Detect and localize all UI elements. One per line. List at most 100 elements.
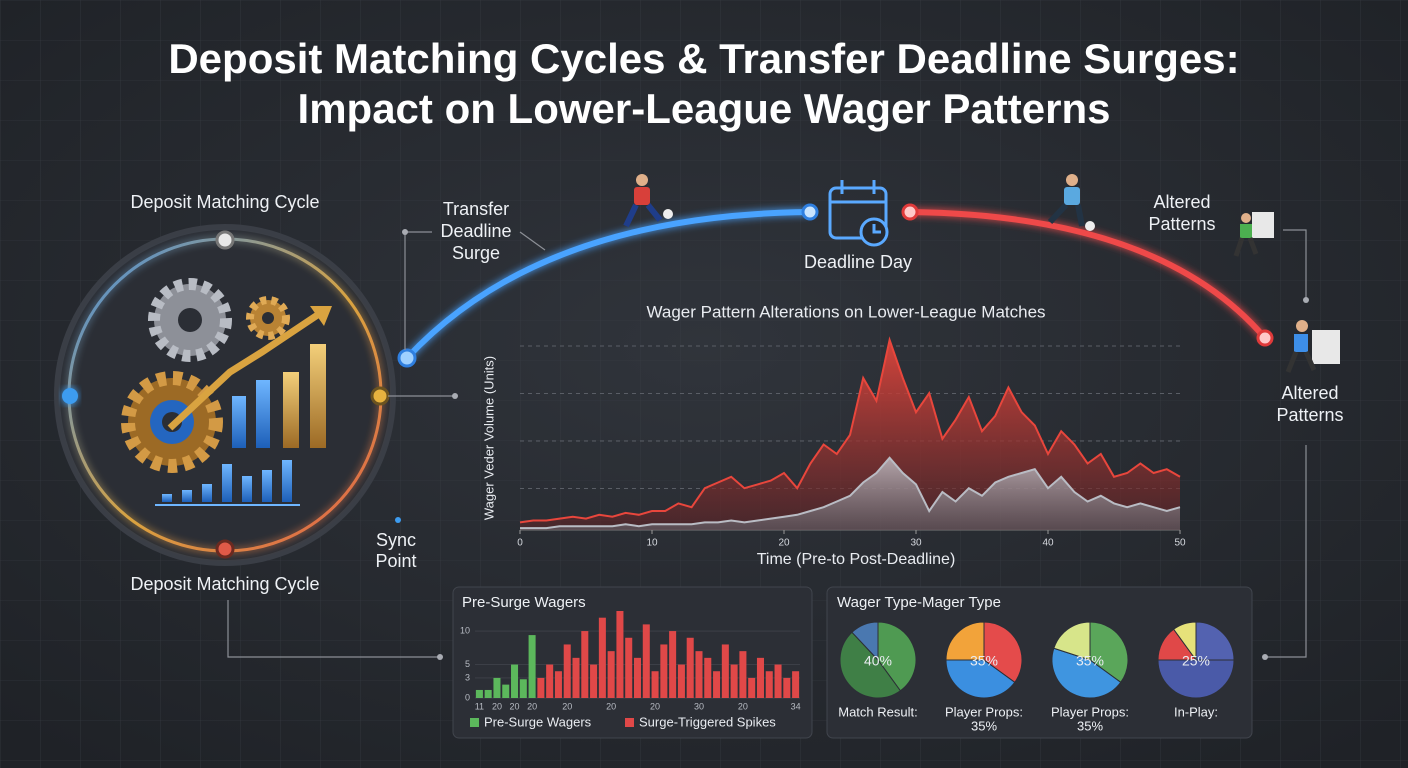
surge-label: Surge <box>452 243 500 263</box>
x-tick-label: 20 <box>527 701 537 711</box>
title: Impact on Lower-League Wager Patterns <box>298 85 1111 132</box>
x-tick-label: 20 <box>650 701 660 711</box>
x-tick-label: 20 <box>738 701 748 711</box>
bar <box>528 635 536 698</box>
x-tick-label: 30 <box>694 701 704 711</box>
bar <box>756 657 764 698</box>
panel-title: Pre-Surge Wagers <box>462 594 586 611</box>
bar <box>502 684 510 698</box>
player-icon <box>623 174 673 228</box>
altered-label: Altered <box>1281 383 1338 403</box>
x-tick-label: 11 <box>475 701 484 711</box>
pie-slice <box>839 631 902 699</box>
bar <box>484 689 492 698</box>
legend-label: Pre-Surge Wagers <box>484 714 592 729</box>
pie-caption: Player Props: <box>945 704 1023 719</box>
pie-slice <box>851 621 879 662</box>
bar <box>651 671 659 698</box>
pie-panel <box>826 586 1253 739</box>
x-tick-label: 20 <box>606 701 616 711</box>
bar <box>660 644 668 698</box>
sync-label: Sync <box>376 530 416 550</box>
pie-slice <box>1172 621 1197 662</box>
title: Deposit Matching Cycles & Transfer Deadl… <box>168 35 1239 82</box>
cycle-label: Deposit Matching Cycle <box>130 192 319 212</box>
cycle-emblem <box>54 224 396 566</box>
x-tick-label: 40 <box>1042 538 1054 549</box>
calendar-icon <box>828 180 889 247</box>
pie-slice <box>1195 621 1235 661</box>
x-tick-label: 34 <box>791 701 801 711</box>
legend-swatch <box>625 718 634 727</box>
x-axis-label: Time (Pre-to Post-Deadline) <box>757 551 956 568</box>
pattern-arc <box>909 209 1268 340</box>
bar <box>792 671 800 698</box>
bar <box>563 644 571 698</box>
bar <box>695 651 703 698</box>
bar <box>590 664 598 698</box>
x-tick-label: 20 <box>562 701 572 711</box>
bar <box>686 637 694 698</box>
bar <box>616 611 624 698</box>
x-tick-label: 50 <box>1174 538 1186 549</box>
area-line <box>520 456 1181 530</box>
pie-slice <box>945 621 985 661</box>
bar <box>598 617 606 698</box>
value-label: 40% <box>864 653 892 669</box>
y-axis-label: Wager Veder Volume (Units) <box>481 356 496 520</box>
cycle-label: Deposit Matching Cycle <box>130 574 319 594</box>
bar <box>642 624 650 698</box>
pie-slice <box>1157 659 1235 699</box>
bar <box>713 671 721 698</box>
pie-slice <box>1053 621 1091 661</box>
charts: Wager Pattern Alterations on Lower-Leagu… <box>460 302 1235 733</box>
surge-arc <box>404 209 811 361</box>
node <box>397 348 417 368</box>
altered-label: Patterns <box>1276 405 1343 425</box>
bar <box>475 689 483 698</box>
bar <box>581 631 589 698</box>
x-tick-label: 20 <box>492 701 502 711</box>
pie-slice <box>983 621 1023 684</box>
bar <box>669 631 677 698</box>
altered-label: Patterns <box>1148 214 1215 234</box>
y-tick-label: 3 <box>465 672 470 682</box>
bar <box>739 651 747 698</box>
bar <box>519 679 527 698</box>
value-label: 35% <box>970 653 998 669</box>
bar <box>765 671 773 698</box>
pie-caption: 35% <box>1077 718 1103 733</box>
player-icon <box>1285 320 1340 373</box>
deadline-label: Deadline Day <box>804 252 912 272</box>
node <box>901 203 919 221</box>
chart-title: Wager Pattern Alterations on Lower-Leagu… <box>646 302 1045 321</box>
x-tick-label: 20 <box>510 701 520 711</box>
pie-caption: 35% <box>971 718 997 733</box>
surge-label: Deadline <box>440 221 511 241</box>
pie-slice <box>1089 621 1129 684</box>
bar <box>607 651 615 698</box>
bar <box>730 664 738 698</box>
legend-label: Surge-Triggered Spikes <box>639 714 776 729</box>
bar <box>625 637 633 698</box>
x-tick-label: 10 <box>646 538 658 549</box>
area-line <box>519 336 1181 524</box>
bar <box>493 677 501 698</box>
surge-label: Transfer <box>443 199 509 219</box>
bar <box>572 657 580 698</box>
player-icon <box>1233 212 1274 257</box>
bar <box>554 671 562 698</box>
pie-slice <box>945 659 1016 699</box>
x-tick-label: 0 <box>517 538 523 549</box>
bar <box>537 677 545 698</box>
value-label: 35% <box>1076 653 1104 669</box>
y-tick-label: 0 <box>465 692 470 702</box>
node <box>801 203 819 221</box>
x-tick-label: 30 <box>910 538 922 549</box>
bar-panel <box>452 586 813 739</box>
sync-label: Point <box>375 551 416 571</box>
pie-caption: Match Result: <box>838 704 917 719</box>
bar <box>677 664 685 698</box>
